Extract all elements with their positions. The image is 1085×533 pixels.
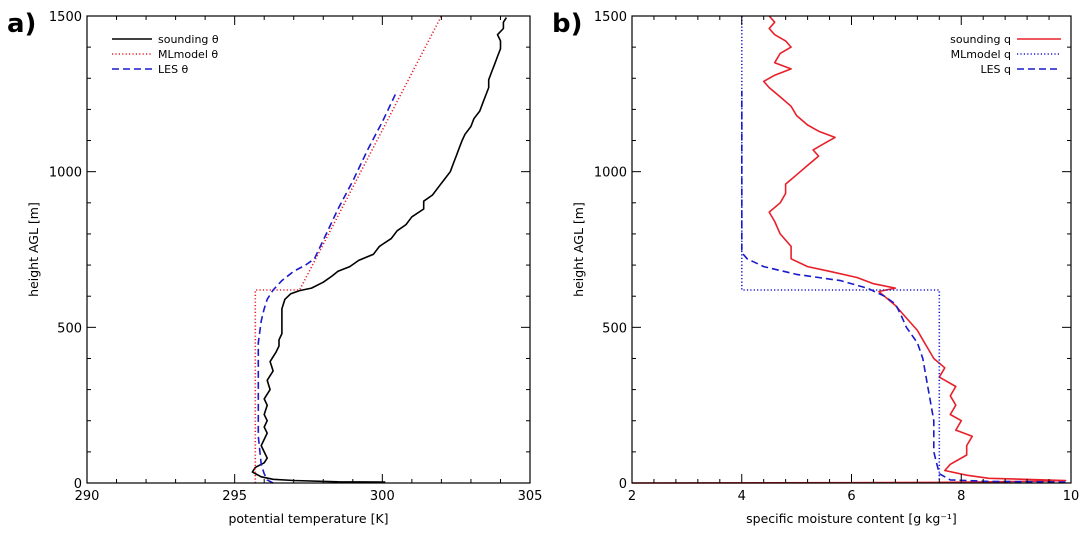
y-tick-label: 0 (74, 477, 82, 492)
legend-label-2: LES q (980, 63, 1011, 76)
y-tick-label: 1000 (594, 166, 627, 181)
y-tick-label: 0 (619, 477, 627, 492)
y-tick-label: 1000 (49, 166, 82, 181)
panel-label: b) (552, 9, 583, 39)
y-tick-label: 500 (57, 321, 82, 336)
legend-label-1: MLmodel θ (158, 48, 218, 61)
x-tick-label: 305 (518, 489, 543, 504)
x-tick-label: 4 (738, 489, 746, 504)
y-tick-label: 1500 (49, 10, 82, 25)
series-line-1 (741, 16, 941, 483)
legend-label-2: LES θ (158, 63, 189, 76)
legend-label-0: sounding θ (158, 33, 219, 46)
panel-label: a) (7, 9, 36, 39)
x-tick-label: 10 (1063, 489, 1080, 504)
x-tick-label: 6 (847, 489, 855, 504)
legend-label-0: sounding q (950, 33, 1011, 46)
legend-label-1: MLmodel q (951, 48, 1011, 61)
x-tick-label: 8 (957, 489, 965, 504)
x-tick-label: 295 (222, 489, 247, 504)
panel-a: 290 295 300 305 0 500 1000 1500 potential temper… (7, 9, 542, 526)
x-axis-label: potential temperature [K] (228, 511, 388, 526)
x-tick-label: 300 (370, 489, 395, 504)
x-tick-label: 290 (75, 489, 100, 504)
y-tick-label: 1500 (594, 10, 627, 25)
y-axis-label: height AGL [m] (571, 202, 586, 297)
series-line-0 (631, 15, 1067, 484)
series-line-0 (251, 17, 508, 483)
y-tick-label: 500 (602, 321, 627, 336)
series-line-2 (257, 90, 398, 484)
x-tick-label: 2 (628, 489, 636, 504)
panel-b: 2 4 6 8 10 0 500 1000 1500 specific moisture cont… (552, 9, 1079, 526)
series-line-2 (741, 90, 1066, 483)
x-axis-label: specific moisture content [g kg⁻¹] (746, 511, 957, 526)
y-axis-label: height AGL [m] (26, 202, 41, 297)
series-line-1 (254, 15, 443, 483)
plot-frame (86, 15, 531, 484)
plot-frame (631, 15, 1072, 484)
